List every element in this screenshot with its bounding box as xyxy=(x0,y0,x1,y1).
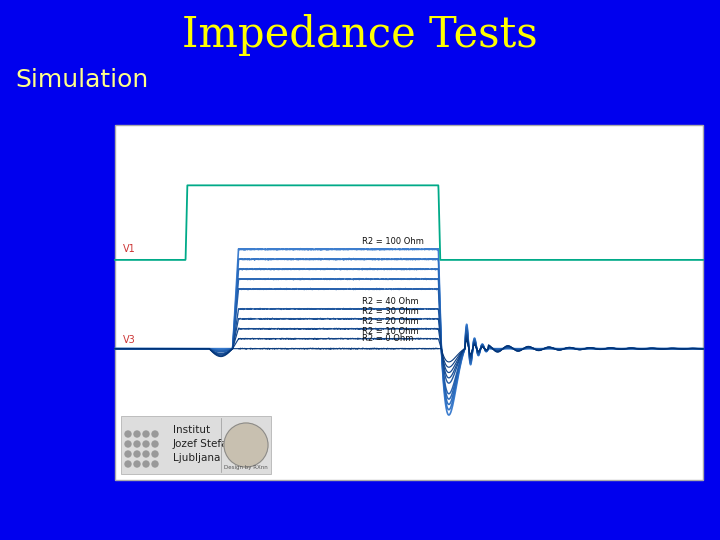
Text: R2 = 10 Ohm: R2 = 10 Ohm xyxy=(362,327,418,336)
Text: Institut: Institut xyxy=(173,425,210,435)
Circle shape xyxy=(134,431,140,437)
Circle shape xyxy=(125,461,131,467)
Text: R2 = 20 Ohm: R2 = 20 Ohm xyxy=(362,317,418,326)
Circle shape xyxy=(134,451,140,457)
Text: Design by RXnn: Design by RXnn xyxy=(224,465,268,470)
Circle shape xyxy=(152,431,158,437)
Circle shape xyxy=(152,451,158,457)
Bar xyxy=(121,416,271,474)
Circle shape xyxy=(143,441,149,447)
Circle shape xyxy=(224,423,268,467)
Text: Jozef Stefan: Jozef Stefan xyxy=(173,439,235,449)
Text: R2 = 30 Ohm: R2 = 30 Ohm xyxy=(362,307,419,316)
Text: Impedance Tests: Impedance Tests xyxy=(182,14,538,56)
Text: Ljubljana: Ljubljana xyxy=(173,453,220,463)
Text: R2 = 100 Ohm: R2 = 100 Ohm xyxy=(362,237,424,246)
Circle shape xyxy=(152,441,158,447)
Circle shape xyxy=(143,451,149,457)
Text: Simulation: Simulation xyxy=(15,68,148,92)
Circle shape xyxy=(134,461,140,467)
Circle shape xyxy=(125,441,131,447)
Bar xyxy=(115,125,703,480)
Circle shape xyxy=(125,431,131,437)
Text: R2 = 0 Ohm: R2 = 0 Ohm xyxy=(362,334,413,343)
Circle shape xyxy=(143,431,149,437)
Circle shape xyxy=(143,461,149,467)
Circle shape xyxy=(125,451,131,457)
Text: R2 = 40 Ohm: R2 = 40 Ohm xyxy=(362,297,418,306)
Text: V3: V3 xyxy=(123,335,136,345)
Text: V1: V1 xyxy=(123,244,136,254)
Circle shape xyxy=(152,461,158,467)
Circle shape xyxy=(134,441,140,447)
